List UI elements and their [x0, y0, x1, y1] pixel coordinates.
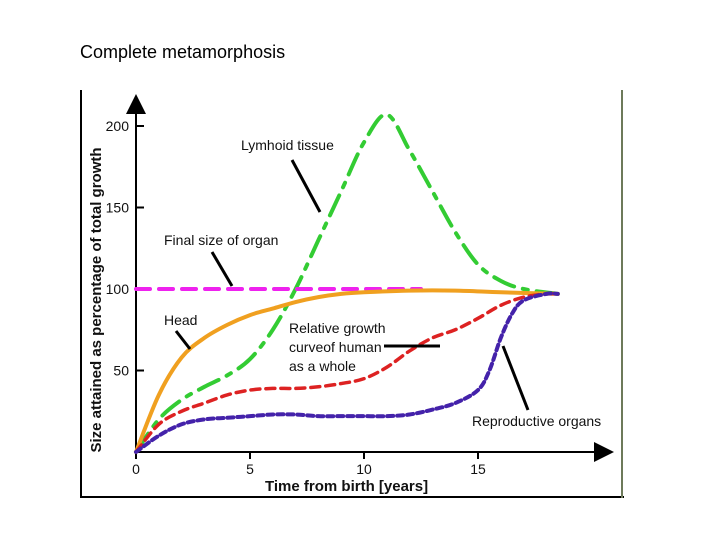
y-tick-label: 150	[106, 200, 130, 216]
series-line-reproductive-organs	[134, 291, 560, 454]
x-tick-5: 5	[246, 452, 254, 477]
series-layer	[134, 112, 560, 454]
annotation-head: Head	[164, 312, 197, 328]
y-tick-150: 150	[106, 200, 144, 216]
y-tick-label: 100	[106, 281, 130, 297]
pointer-lymhoid-tissue	[290, 159, 322, 213]
y-ticks: 50 100 150 200	[106, 118, 144, 379]
x-tick-0: 0	[132, 452, 140, 477]
y-tick-200: 200	[106, 118, 144, 134]
x-axis-title: Time from birth [years]	[265, 478, 428, 495]
x-tick-label: 5	[246, 461, 254, 477]
pointer-head	[174, 330, 192, 350]
series-line-relative-growth-curve-of-human-as-a-whole	[134, 291, 560, 454]
y-tick-label: 200	[106, 118, 130, 134]
series-line-head	[134, 288, 560, 454]
panel-right-edge	[621, 90, 623, 498]
slide-title: Complete metamorphosis	[80, 42, 286, 62]
x-tick-10: 10	[356, 452, 372, 477]
annotation-reproductive: Reproductive organs	[472, 413, 601, 429]
annotation-lymhoid-tissue: Lymhoid tissue	[241, 137, 334, 153]
x-tick-label: 10	[356, 461, 372, 477]
series-line-lymhoid-tissue	[134, 112, 560, 454]
y-axis-title: Size attained as percentage of total gro…	[88, 147, 105, 452]
x-tick-label: 15	[470, 461, 486, 477]
pointer-reproductive	[501, 345, 530, 411]
pointer-final-size	[210, 251, 234, 287]
annotation-human-line3: as a whole	[289, 358, 356, 374]
x-tick-label: 0	[132, 461, 140, 477]
annotation-final-size: Final size of organ	[164, 232, 278, 248]
y-tick-50: 50	[113, 363, 144, 379]
annotation-human-line1: Relative growth	[289, 320, 386, 336]
x-tick-15: 15	[470, 452, 486, 477]
annotation-human-line2: curveof human	[289, 339, 382, 355]
y-tick-label: 50	[113, 363, 129, 379]
x-ticks: 0 5 10 15	[132, 452, 486, 477]
